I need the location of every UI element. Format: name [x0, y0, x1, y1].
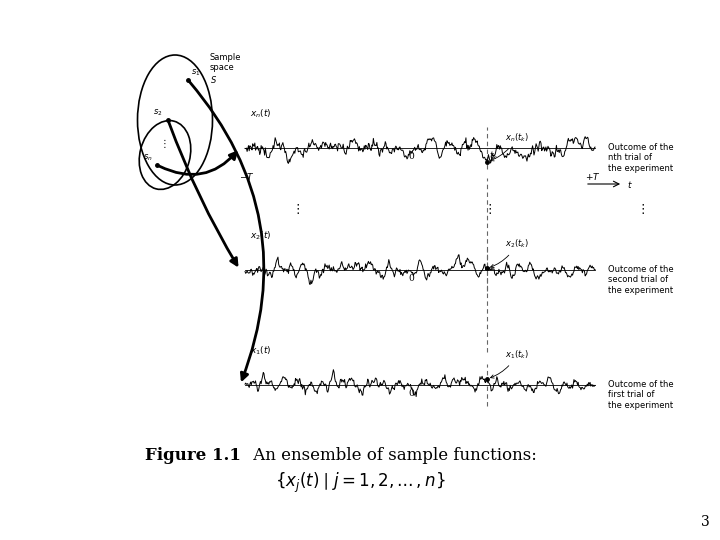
Text: $s_n$: $s_n$	[143, 152, 153, 163]
Text: $t$: $t$	[627, 179, 633, 190]
Text: 3: 3	[701, 515, 710, 529]
Text: $s_1$: $s_1$	[191, 68, 200, 78]
Text: $x_1(t)$: $x_1(t)$	[250, 345, 271, 357]
Text: $x_2(t_k)$: $x_2(t_k)$	[490, 238, 529, 268]
Text: $x_2(t)$: $x_2(t)$	[250, 230, 271, 242]
Text: Outcome of the
first trial of
the experiment: Outcome of the first trial of the experi…	[608, 380, 674, 410]
Text: $\vdots$: $\vdots$	[636, 202, 644, 216]
Text: $\vdots$: $\vdots$	[291, 202, 300, 216]
Text: Outcome of the
second trial of
the experiment: Outcome of the second trial of the exper…	[608, 265, 674, 295]
Text: $\vdots$: $\vdots$	[482, 202, 492, 216]
Text: $\vdots$: $\vdots$	[159, 137, 167, 150]
Text: $+T$: $+T$	[585, 171, 600, 182]
Text: $t_k$: $t_k$	[489, 150, 498, 163]
Text: 0: 0	[408, 389, 414, 398]
Text: $s_2$: $s_2$	[153, 107, 163, 118]
Text: Outcome of the
nth trial of
the experiment: Outcome of the nth trial of the experime…	[608, 143, 674, 173]
Text: 0: 0	[408, 152, 414, 161]
Text: $x_1(t_k)$: $x_1(t_k)$	[490, 348, 529, 378]
FancyArrowPatch shape	[190, 82, 264, 380]
Text: $x_n(t_k)$: $x_n(t_k)$	[490, 131, 529, 161]
Text: 0: 0	[408, 274, 414, 283]
FancyArrowPatch shape	[160, 152, 236, 174]
Text: $x_n(t)$: $x_n(t)$	[250, 107, 271, 120]
Text: $\{x_j(t)\mid j=1,2,\ldots\,,n\}$: $\{x_j(t)\mid j=1,2,\ldots\,,n\}$	[275, 471, 445, 495]
Text: Sample
space
$S$: Sample space $S$	[210, 53, 241, 85]
Text: An ensemble of sample functions:: An ensemble of sample functions:	[248, 447, 537, 463]
Text: Figure 1.1: Figure 1.1	[145, 447, 241, 463]
Text: $-T$: $-T$	[239, 171, 255, 182]
FancyArrowPatch shape	[169, 123, 237, 265]
